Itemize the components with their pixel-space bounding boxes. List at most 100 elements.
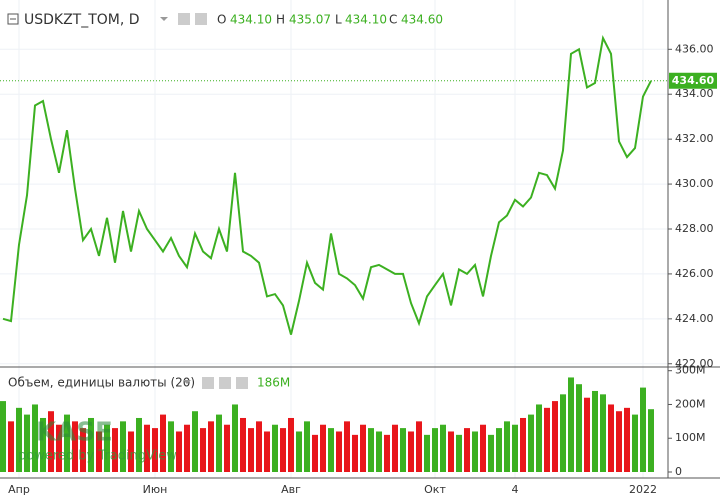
ohlc-label: H bbox=[276, 13, 285, 27]
volume-bar bbox=[88, 417, 94, 472]
volume-bar bbox=[216, 414, 222, 472]
volume-bar bbox=[304, 421, 310, 472]
watermark-logo: KASE bbox=[36, 418, 113, 448]
volume-bar bbox=[264, 431, 270, 472]
volume-bar bbox=[0, 401, 6, 472]
y-tick-label: 434.00 bbox=[675, 87, 714, 100]
volume-bar bbox=[160, 414, 166, 472]
volume-menu[interactable] bbox=[183, 380, 191, 384]
volume-bar bbox=[496, 428, 502, 472]
volume-bar bbox=[568, 377, 574, 472]
volume-bar bbox=[200, 428, 206, 472]
volume-bar bbox=[376, 431, 382, 472]
x-tick-label: Апр bbox=[8, 483, 30, 496]
x-tick-label: 2022 bbox=[629, 483, 657, 496]
volume-bar bbox=[152, 428, 158, 472]
volume-bar bbox=[384, 434, 390, 472]
ohlc-label: L bbox=[335, 13, 342, 27]
collapse-button[interactable] bbox=[7, 13, 19, 25]
volume-bar bbox=[592, 390, 598, 472]
volume-bar bbox=[248, 428, 254, 472]
ohlc-value: 434.60 bbox=[401, 13, 443, 27]
symbol-menu[interactable] bbox=[160, 17, 168, 21]
volume-bar bbox=[144, 424, 150, 472]
volume-bar bbox=[408, 431, 414, 472]
x-tick-label: Июн bbox=[143, 483, 168, 496]
settings-button[interactable] bbox=[219, 377, 231, 389]
volume-bar bbox=[176, 431, 182, 472]
y-tick-label: 430.00 bbox=[675, 177, 714, 190]
eye-button[interactable] bbox=[178, 13, 190, 25]
y-tick-label: 100M bbox=[675, 431, 706, 444]
volume-bar bbox=[536, 404, 542, 472]
volume-bar bbox=[640, 387, 646, 472]
volume-bar bbox=[512, 424, 518, 472]
volume-bar bbox=[168, 421, 174, 472]
volume-bar bbox=[608, 404, 614, 472]
volume-bar bbox=[72, 421, 78, 472]
volume-bar bbox=[464, 428, 470, 472]
volume-bar bbox=[320, 424, 326, 472]
volume-bar bbox=[344, 421, 350, 472]
volume-bar bbox=[456, 434, 462, 472]
volume-bar bbox=[432, 428, 438, 472]
eye-button[interactable] bbox=[202, 377, 214, 389]
volume-bar bbox=[400, 428, 406, 472]
volume-bar bbox=[352, 434, 358, 472]
settings-button[interactable] bbox=[195, 13, 207, 25]
ohlc-value: 434.10 bbox=[345, 13, 387, 27]
volume-bar bbox=[528, 414, 534, 472]
ohlc-value: 434.10 bbox=[230, 13, 272, 27]
volume-bar bbox=[40, 417, 46, 472]
volume-bar bbox=[416, 421, 422, 472]
last-price-label: 434.60 bbox=[672, 74, 715, 87]
ohlc-value: 435.07 bbox=[289, 13, 331, 27]
y-tick-label: 428.00 bbox=[675, 222, 714, 235]
volume-bar bbox=[136, 417, 142, 472]
volume-bar bbox=[280, 428, 286, 472]
volume-bar bbox=[616, 411, 622, 472]
marks-layer bbox=[0, 34, 668, 472]
volume-bar bbox=[504, 421, 510, 472]
volume-bar bbox=[64, 414, 70, 472]
volume-bar bbox=[520, 417, 526, 472]
close-button[interactable] bbox=[236, 377, 248, 389]
volume-bar bbox=[48, 411, 54, 472]
volume-bar bbox=[192, 411, 198, 472]
volume-bar bbox=[424, 434, 430, 472]
volume-bar bbox=[256, 421, 262, 472]
volume-bar bbox=[552, 401, 558, 472]
volume-bar bbox=[56, 424, 62, 472]
y-tick-label: 300M bbox=[675, 364, 706, 377]
volume-bar bbox=[208, 421, 214, 472]
ohlc-label: C bbox=[389, 13, 397, 27]
volume-bar bbox=[224, 424, 230, 472]
x-tick-label: Окт bbox=[424, 483, 446, 496]
volume-bar bbox=[328, 428, 334, 472]
y-tick-label: 432.00 bbox=[675, 132, 714, 145]
volume-bar bbox=[648, 409, 654, 472]
volume-bar bbox=[8, 421, 14, 472]
volume-bar bbox=[360, 424, 366, 472]
volume-bar bbox=[32, 404, 38, 472]
volume-bar bbox=[488, 434, 494, 472]
volume-bar bbox=[120, 421, 126, 472]
volume-bar bbox=[128, 431, 134, 472]
volume-bar bbox=[232, 404, 238, 472]
volume-bar bbox=[472, 431, 478, 472]
volume-bar bbox=[392, 424, 398, 472]
volume-bar bbox=[312, 434, 318, 472]
symbol-title[interactable]: USDKZT_TOM, D bbox=[24, 12, 140, 28]
volume-bar bbox=[560, 394, 566, 472]
volume-bar bbox=[16, 407, 22, 472]
volume-bar bbox=[112, 428, 118, 472]
volume-last: 186M bbox=[257, 376, 290, 390]
y-tick-label: 200M bbox=[675, 397, 706, 410]
volume-bar bbox=[440, 424, 446, 472]
volume-bar bbox=[624, 407, 630, 472]
y-tick-label: 424.00 bbox=[675, 312, 714, 325]
volume-bar bbox=[272, 424, 278, 472]
x-tick-label: 4 bbox=[512, 483, 519, 496]
last-price-tag bbox=[669, 72, 717, 89]
